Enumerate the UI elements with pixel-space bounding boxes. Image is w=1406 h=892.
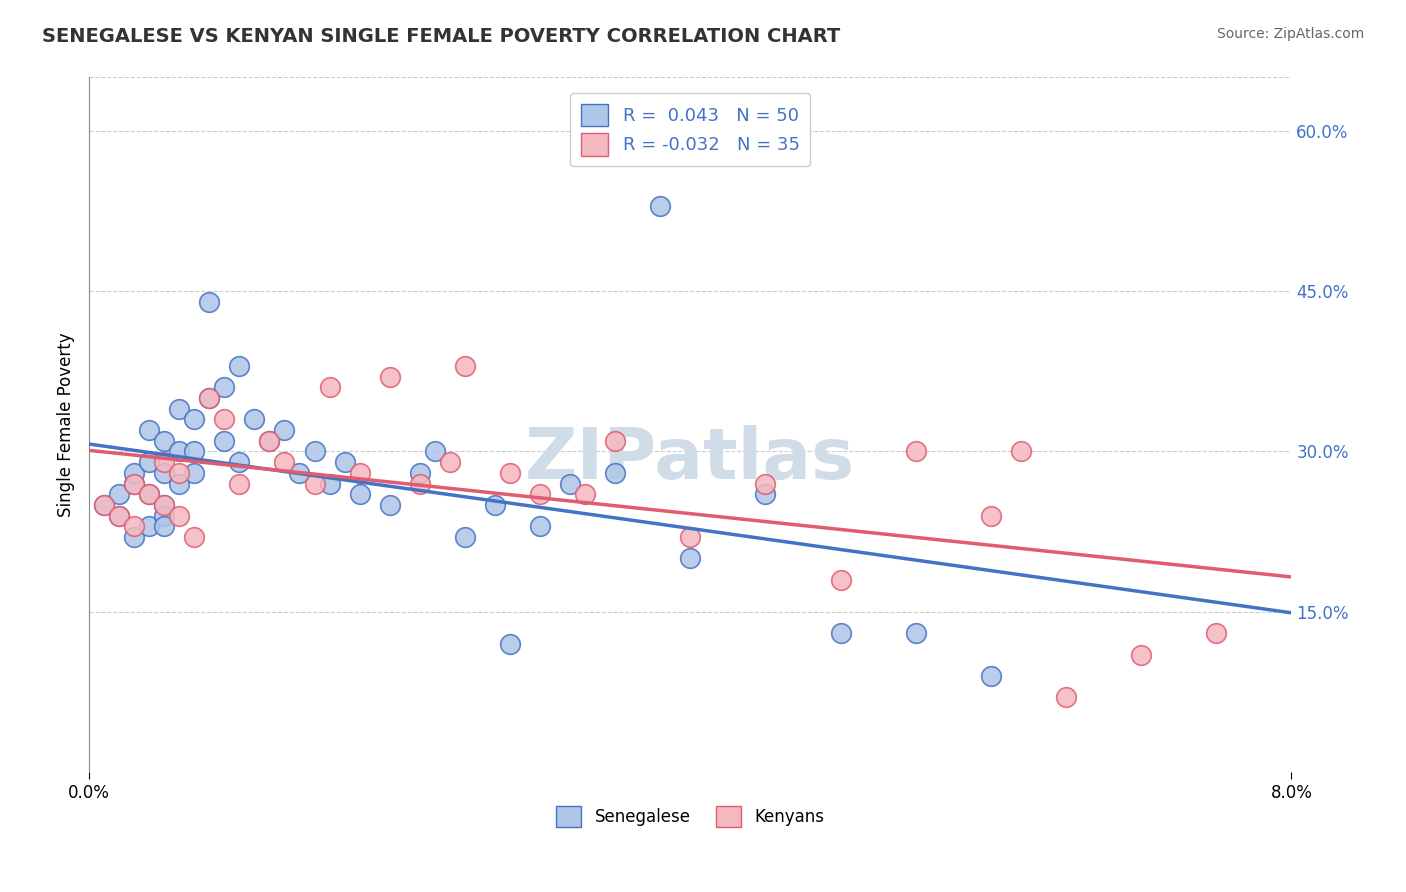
- Point: [318, 380, 340, 394]
- Point: [1054, 690, 1077, 705]
- Point: [93, 498, 115, 512]
- Point: [679, 530, 702, 544]
- Point: [122, 476, 145, 491]
- Point: [349, 487, 371, 501]
- Point: [167, 444, 190, 458]
- Point: [108, 508, 131, 523]
- Point: [183, 444, 205, 458]
- Point: [153, 498, 176, 512]
- Point: [198, 294, 221, 309]
- Point: [93, 498, 115, 512]
- Point: [679, 551, 702, 566]
- Point: [423, 444, 446, 458]
- Point: [1010, 444, 1032, 458]
- Point: [650, 199, 672, 213]
- Point: [529, 487, 551, 501]
- Point: [830, 573, 852, 587]
- Text: SENEGALESE VS KENYAN SINGLE FEMALE POVERTY CORRELATION CHART: SENEGALESE VS KENYAN SINGLE FEMALE POVER…: [42, 27, 841, 45]
- Point: [904, 626, 927, 640]
- Point: [499, 466, 522, 480]
- Point: [454, 530, 477, 544]
- Point: [378, 369, 401, 384]
- Point: [122, 476, 145, 491]
- Point: [167, 401, 190, 416]
- Point: [153, 508, 176, 523]
- Point: [138, 519, 160, 533]
- Point: [439, 455, 461, 469]
- Point: [138, 487, 160, 501]
- Point: [183, 466, 205, 480]
- Point: [153, 455, 176, 469]
- Point: [574, 487, 596, 501]
- Point: [138, 423, 160, 437]
- Point: [259, 434, 281, 448]
- Point: [153, 434, 176, 448]
- Text: ZIPatlas: ZIPatlas: [526, 425, 855, 494]
- Point: [409, 476, 432, 491]
- Point: [214, 380, 236, 394]
- Point: [754, 476, 776, 491]
- Point: [349, 466, 371, 480]
- Point: [228, 359, 250, 373]
- Point: [304, 444, 326, 458]
- Point: [228, 476, 250, 491]
- Point: [484, 498, 506, 512]
- Point: [108, 487, 131, 501]
- Point: [167, 508, 190, 523]
- Point: [122, 466, 145, 480]
- Point: [904, 444, 927, 458]
- Point: [243, 412, 266, 426]
- Point: [183, 412, 205, 426]
- Point: [273, 455, 295, 469]
- Text: Source: ZipAtlas.com: Source: ZipAtlas.com: [1216, 27, 1364, 41]
- Point: [153, 466, 176, 480]
- Point: [153, 498, 176, 512]
- Point: [228, 455, 250, 469]
- Point: [167, 476, 190, 491]
- Point: [454, 359, 477, 373]
- Point: [122, 530, 145, 544]
- Point: [122, 519, 145, 533]
- Point: [980, 508, 1002, 523]
- Point: [378, 498, 401, 512]
- Legend: Senegalese, Kenyans: Senegalese, Kenyans: [550, 799, 831, 833]
- Point: [1130, 648, 1153, 662]
- Point: [304, 476, 326, 491]
- Point: [108, 508, 131, 523]
- Point: [183, 530, 205, 544]
- Point: [499, 637, 522, 651]
- Point: [138, 487, 160, 501]
- Point: [214, 412, 236, 426]
- Point: [138, 455, 160, 469]
- Point: [558, 476, 581, 491]
- Point: [603, 466, 626, 480]
- Point: [198, 391, 221, 405]
- Point: [153, 519, 176, 533]
- Point: [409, 466, 432, 480]
- Point: [288, 466, 311, 480]
- Point: [259, 434, 281, 448]
- Point: [198, 391, 221, 405]
- Point: [1205, 626, 1227, 640]
- Point: [830, 626, 852, 640]
- Point: [754, 487, 776, 501]
- Point: [980, 669, 1002, 683]
- Point: [214, 434, 236, 448]
- Point: [318, 476, 340, 491]
- Point: [273, 423, 295, 437]
- Point: [333, 455, 356, 469]
- Point: [167, 466, 190, 480]
- Point: [603, 434, 626, 448]
- Y-axis label: Single Female Poverty: Single Female Poverty: [58, 333, 75, 517]
- Point: [529, 519, 551, 533]
